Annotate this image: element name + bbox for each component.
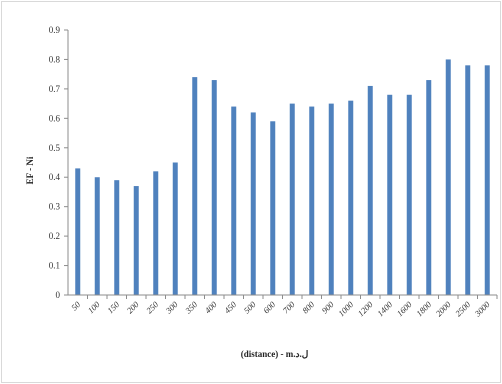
bar <box>250 112 256 295</box>
x-tick-label: 700 <box>281 299 298 316</box>
bar-series <box>75 59 490 295</box>
x-tick-label: 500 <box>242 299 259 316</box>
bar <box>94 177 100 295</box>
x-tick-label: 900 <box>320 299 337 316</box>
x-tick-label: 250 <box>144 299 161 316</box>
y-tick-label: 0.6 <box>49 113 61 123</box>
y-tick-label: 0.3 <box>49 202 61 212</box>
y-tick-label: 0.4 <box>49 172 61 182</box>
y-axis-ticks: 0 0.1 0.2 0.3 0.4 0.5 0.6 0.7 0.8 0.9 <box>49 25 68 300</box>
bar <box>387 94 393 295</box>
x-tick-label: 200 <box>125 299 142 316</box>
bar <box>153 171 159 295</box>
x-axis-title: (distance) - m.ل.د <box>241 349 309 359</box>
x-tick-label: 400 <box>203 299 220 316</box>
x-tick-label: 3000 <box>472 299 492 319</box>
y-axis-title: EF - Ni <box>25 156 35 184</box>
x-tick-label: 450 <box>222 299 239 316</box>
y-tick-label: 0.9 <box>49 25 61 35</box>
bar <box>426 80 432 295</box>
x-tick-label: 50 <box>69 299 83 313</box>
x-tick-label: 2500 <box>453 299 473 319</box>
bar <box>348 100 354 295</box>
y-tick-label: 0.8 <box>49 54 61 64</box>
bar <box>75 168 81 295</box>
bar <box>270 121 276 295</box>
y-tick-label: 0.2 <box>49 231 60 241</box>
x-tick-label: 2000 <box>434 299 454 319</box>
x-tick-label: 1200 <box>356 299 376 319</box>
x-tick-label: 800 <box>300 299 317 316</box>
x-tick-label: 300 <box>163 299 180 316</box>
y-tick-label: 0.5 <box>49 143 61 153</box>
x-tick-label: 1600 <box>395 299 415 319</box>
bar <box>465 65 471 295</box>
x-axis-ticks: 50 100 150 200 250 300 350 400 450 500 600 700 800 90… <box>69 295 498 319</box>
x-tick-label: 1800 <box>414 299 434 319</box>
bar <box>231 106 237 295</box>
bar <box>484 65 490 295</box>
y-tick-label: 0.1 <box>49 261 60 271</box>
x-tick-label: 100 <box>86 299 103 316</box>
x-tick-label: 350 <box>182 299 199 316</box>
bar <box>406 94 412 295</box>
y-tick-label: 0 <box>56 290 61 300</box>
x-tick-label: 600 <box>261 299 278 316</box>
bar <box>445 59 451 295</box>
x-tick-label: 1400 <box>375 299 395 319</box>
bar <box>211 80 217 295</box>
bar <box>289 103 295 295</box>
x-tick-label: 1000 <box>336 299 356 319</box>
bar <box>114 180 120 295</box>
bar <box>133 186 139 295</box>
bar <box>172 162 178 295</box>
bar <box>367 85 373 295</box>
bar <box>192 77 198 295</box>
y-tick-label: 0.7 <box>49 84 61 94</box>
bar <box>309 106 315 295</box>
bar <box>328 103 334 295</box>
x-tick-label: 150 <box>105 299 122 316</box>
